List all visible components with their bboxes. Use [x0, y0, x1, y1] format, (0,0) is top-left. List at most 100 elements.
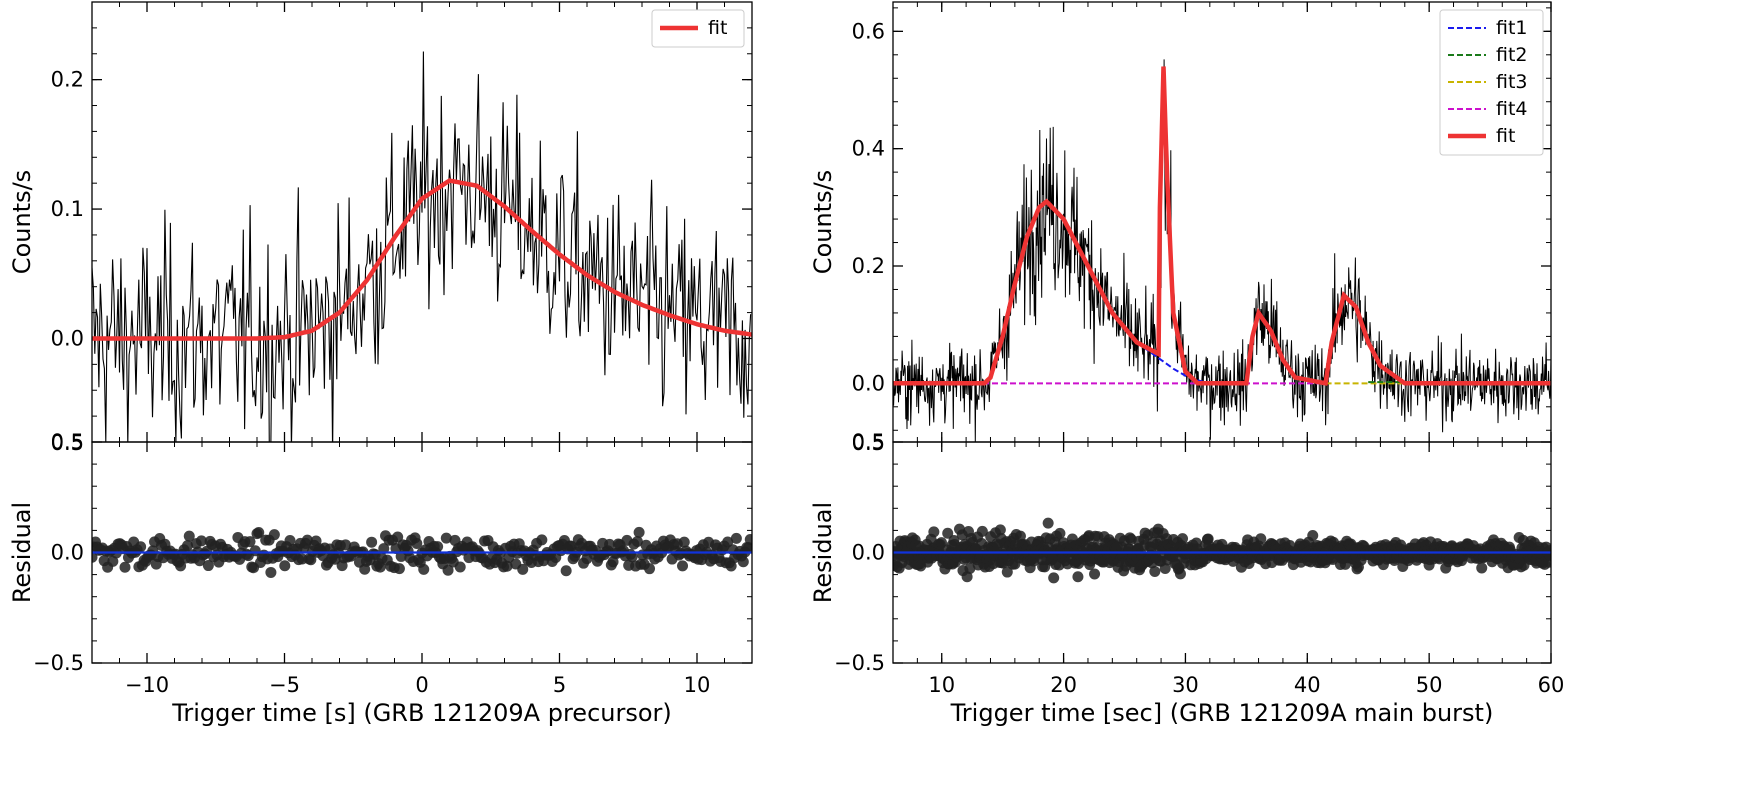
fit-line [92, 178, 752, 341]
x-axis-title: Trigger time [sec] (GRB 121209A main bur… [950, 699, 1494, 727]
residual-point [1072, 571, 1084, 583]
data-lightcurve [893, 59, 1551, 442]
residual-point [1054, 527, 1066, 539]
y-axis-title: Counts/s [809, 170, 837, 274]
residual-point [374, 561, 386, 573]
residual-point [976, 525, 988, 537]
residual-point [442, 564, 454, 576]
residual-point [1476, 562, 1488, 574]
x-tick-label: −5 [269, 673, 300, 697]
residual-point [604, 538, 616, 550]
y-tick-label: −0.5 [834, 651, 885, 675]
y-tick-label: 0.4 [852, 137, 885, 161]
y-tick-label: 0.1 [51, 197, 84, 221]
legend-label-fit: fit [1496, 125, 1515, 147]
x-tick-label: 30 [1172, 673, 1199, 697]
residual-point [501, 560, 513, 572]
axes-panel-0: 0.0 0.1 0.2 0.5 Counts/s [8, 1, 753, 455]
residual-point [253, 527, 265, 539]
axes-panel-3: 10 20 30 40 50 60 −0.5 0.0 0.5 Residual Trigger ti… [809, 430, 1564, 727]
residual-point [644, 563, 656, 575]
residual-point [1014, 530, 1026, 542]
residual-point [928, 526, 940, 538]
residual-point [678, 536, 690, 548]
residual-point [366, 536, 378, 548]
residual-point [1089, 568, 1101, 580]
legend-2: fit1 fit2 fit3 fit4 fit [1439, 9, 1544, 156]
residual-point [607, 556, 619, 568]
y-tick-label: 0.2 [51, 68, 84, 92]
x-tick-label: 10 [684, 673, 711, 697]
y-tick-label-bottom: 0.5 [852, 431, 885, 455]
legend-label-fit3: fit3 [1496, 71, 1528, 93]
y-tick-label: 0.5 [852, 430, 885, 454]
residual-point [340, 539, 352, 551]
residual-point [677, 560, 689, 572]
x-axis-title: Trigger time [s] (GRB 121209A precursor) [171, 699, 672, 727]
legend-label-fit: fit [708, 17, 727, 39]
x-tick-label: 20 [1050, 673, 1077, 697]
x-tick-label: 10 [928, 673, 955, 697]
y-axis-title: Residual [809, 502, 837, 603]
residual-point [1042, 517, 1054, 529]
residual-point [626, 551, 638, 563]
x-tick-label: 50 [1416, 673, 1443, 697]
y-tick-label: −0.5 [33, 651, 84, 675]
residual-point [107, 555, 119, 567]
legend-box [1439, 9, 1544, 156]
y-tick-label: 0.6 [852, 19, 885, 43]
residual-point [1001, 566, 1013, 578]
residual-point [1177, 533, 1189, 545]
residual-point [964, 562, 976, 574]
y-tick-label: 0.0 [852, 371, 885, 395]
residual-point [393, 563, 405, 575]
x-tick-label: 5 [553, 673, 566, 697]
residual-point [268, 529, 280, 541]
x-tick-label: 40 [1294, 673, 1321, 697]
residual-point [244, 536, 256, 548]
residual-point [432, 541, 444, 553]
axes-panel-2: 0.0 0.2 0.4 0.6 0.5 Counts/s [809, 2, 1552, 455]
residual-point [560, 565, 572, 577]
residual-point [730, 532, 742, 544]
legend-label-fit2: fit2 [1496, 44, 1528, 66]
residual-point [182, 540, 194, 552]
residual-point [994, 524, 1006, 536]
legend-label-fit4: fit4 [1496, 98, 1528, 120]
residual-point [411, 537, 423, 549]
y-axis-title: Counts/s [8, 170, 36, 274]
legend-0: fit [651, 9, 745, 48]
residual-point [135, 541, 147, 553]
residual-point [1307, 530, 1319, 542]
residual-point [440, 532, 452, 544]
axes-frame-3 [892, 441, 1552, 664]
residual-point [536, 534, 548, 546]
residual-point [1174, 568, 1186, 580]
residual-points [893, 517, 1551, 584]
data-lightcurve [92, 51, 752, 442]
residual-point [378, 543, 390, 555]
residual-point [1159, 563, 1171, 575]
residual-point [265, 566, 277, 578]
residual-point [454, 561, 466, 573]
residual-point [195, 535, 207, 547]
residual-point [744, 533, 752, 545]
residual-point [119, 561, 131, 573]
residual-point [279, 560, 291, 572]
y-axis-title: Residual [8, 502, 36, 603]
y-tick-label-bottom: 0.5 [51, 431, 84, 455]
residual-point [633, 526, 645, 538]
residual-point [284, 535, 296, 547]
y-tick-label: 0.0 [51, 541, 84, 565]
fit-line [893, 66, 1551, 386]
residual-point [737, 556, 749, 568]
residual-point [1149, 566, 1161, 578]
residual-point [1048, 572, 1060, 584]
residual-point [305, 554, 317, 566]
residual-point [1255, 533, 1267, 545]
residual-point [175, 560, 187, 572]
residual-point [517, 563, 529, 575]
y-tick-label: 0.5 [51, 430, 84, 454]
residual-point [392, 531, 404, 543]
